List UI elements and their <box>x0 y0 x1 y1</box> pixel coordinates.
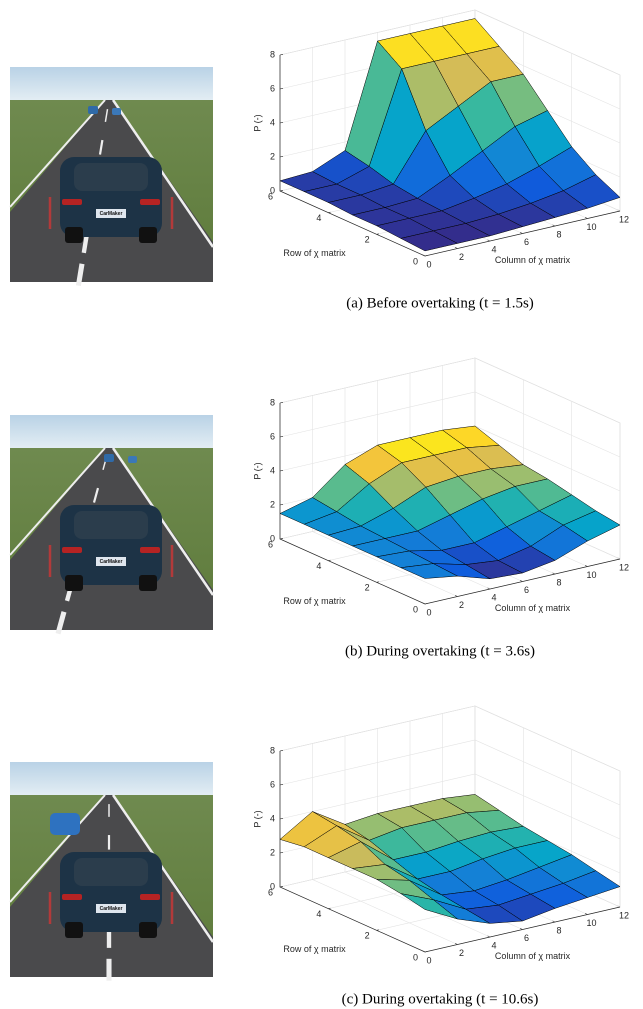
x-tick-label: 2 <box>459 948 464 958</box>
wheel <box>65 227 83 243</box>
x-tick-label: 8 <box>556 577 561 587</box>
x-tick-label: 6 <box>524 585 529 595</box>
x-tick-label: 0 <box>426 955 431 965</box>
road-image: CarMaker <box>10 762 213 981</box>
surface-plot: 024681012024602468Column of χ matrixRow … <box>252 358 629 617</box>
z-tick-label: 2 <box>270 847 275 857</box>
z-axis-label: P (-) <box>252 810 262 827</box>
x-tick-label: 0 <box>426 259 431 269</box>
tail-light <box>62 547 82 553</box>
x-tick-label: 12 <box>619 910 629 920</box>
figure: CarMaker 0 2 4 6 8 10 12 0 2 4 6 0 2 4 6 8 Column of χ ma… <box>0 0 643 1009</box>
x-tick-label: 6 <box>524 933 529 943</box>
plate-text: CarMaker <box>100 559 123 565</box>
y-tick-label: 2 <box>365 931 370 941</box>
x-tick-label: 10 <box>586 222 596 232</box>
x-tick-label: 8 <box>556 925 561 935</box>
z-tick-label: 4 <box>270 465 275 475</box>
sky <box>10 762 213 796</box>
tail-light <box>62 894 82 900</box>
lane-dash <box>78 264 82 286</box>
z-tick-label: 0 <box>270 185 275 195</box>
y-tick-label: 2 <box>365 583 370 593</box>
caption: (c) During overtaking (t = 10.6s) <box>342 991 539 1007</box>
car-window <box>74 858 148 886</box>
sky <box>10 67 213 101</box>
x-tick-label: 10 <box>586 570 596 580</box>
wheel <box>139 922 157 938</box>
y-axis-label: Row of χ matrix <box>283 596 346 606</box>
x-tick-label: 4 <box>491 592 496 602</box>
x-axis-label: Column of χ matrix <box>495 951 571 961</box>
caption: (b) During overtaking (t = 3.6s) <box>345 643 535 659</box>
tail-light <box>140 199 160 205</box>
tail-light <box>62 199 82 205</box>
caption: (a) Before overtaking (t = 1.5s) <box>346 295 534 311</box>
z-tick-label: 2 <box>270 499 275 509</box>
y-tick-label: 0 <box>413 604 418 614</box>
tail-light <box>140 894 160 900</box>
sky <box>10 415 213 449</box>
z-tick-label: 0 <box>270 533 275 543</box>
z-axis-label: P (-) <box>252 114 262 131</box>
side-car <box>50 813 80 835</box>
y-tick-label: 4 <box>316 213 321 223</box>
wheel <box>65 922 83 938</box>
z-tick-label: 2 <box>270 151 275 161</box>
x-tick-label: 8 <box>556 229 561 239</box>
x-tick-label: 12 <box>619 214 629 224</box>
road-image: CarMaker <box>10 67 213 286</box>
z-tick-label: 8 <box>270 397 275 407</box>
y-axis-label: Row of χ matrix <box>283 248 346 258</box>
x-axis-label: Column of χ matrix <box>495 603 571 613</box>
z-tick-label: 0 <box>270 881 275 891</box>
x-tick-label: 2 <box>459 252 464 262</box>
y-axis-label: Row of χ matrix <box>283 944 346 954</box>
x-axis-label: Column of χ matrix <box>495 255 571 265</box>
road-image: CarMaker <box>10 415 213 634</box>
lead-car <box>128 456 137 463</box>
x-tick-label: 4 <box>491 244 496 254</box>
x-tick-label: 12 <box>619 562 629 572</box>
x-tick-label: 6 <box>524 237 529 247</box>
y-tick-label: 4 <box>316 561 321 571</box>
car-window <box>74 163 148 191</box>
x-tick-label: 2 <box>459 600 464 610</box>
x-tick-label: 4 <box>491 940 496 950</box>
tail-light <box>140 547 160 553</box>
z-tick-label: 6 <box>270 779 275 789</box>
car-window <box>74 511 148 539</box>
z-tick-label: 6 <box>270 83 275 93</box>
wheel <box>65 575 83 591</box>
wheel <box>139 575 157 591</box>
plate-text: CarMaker <box>100 211 123 217</box>
z-tick-label: 4 <box>270 813 275 823</box>
lead-car <box>112 108 121 115</box>
z-tick-label: 8 <box>270 49 275 59</box>
z-tick-label: 8 <box>270 745 275 755</box>
z-axis-label: P (-) <box>252 462 262 479</box>
y-tick-label: 0 <box>413 256 418 266</box>
y-tick-label: 2 <box>365 235 370 245</box>
x-tick-label: 0 <box>426 607 431 617</box>
y-tick-label: 0 <box>413 952 418 962</box>
lead-car <box>88 106 98 114</box>
lead-car <box>104 454 114 462</box>
z-tick-label: 6 <box>270 431 275 441</box>
x-tick-label: 10 <box>586 918 596 928</box>
z-tick-label: 4 <box>270 117 275 127</box>
y-tick-label: 4 <box>316 909 321 919</box>
surface-plot: 024681012024602468Column of χ matrixRow … <box>252 706 629 965</box>
plate-text: CarMaker <box>100 906 123 912</box>
wheel <box>139 227 157 243</box>
